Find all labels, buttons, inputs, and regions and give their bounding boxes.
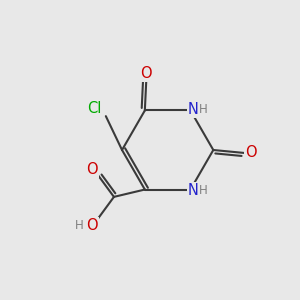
Text: O: O [87, 218, 98, 233]
Text: O: O [140, 66, 152, 81]
Text: N: N [188, 101, 199, 116]
Text: N: N [188, 184, 199, 199]
Text: H: H [75, 219, 84, 232]
Text: Cl: Cl [87, 101, 101, 116]
Text: H: H [199, 184, 207, 197]
Text: O: O [245, 146, 256, 160]
Text: O: O [86, 162, 98, 177]
Text: H: H [199, 103, 207, 116]
